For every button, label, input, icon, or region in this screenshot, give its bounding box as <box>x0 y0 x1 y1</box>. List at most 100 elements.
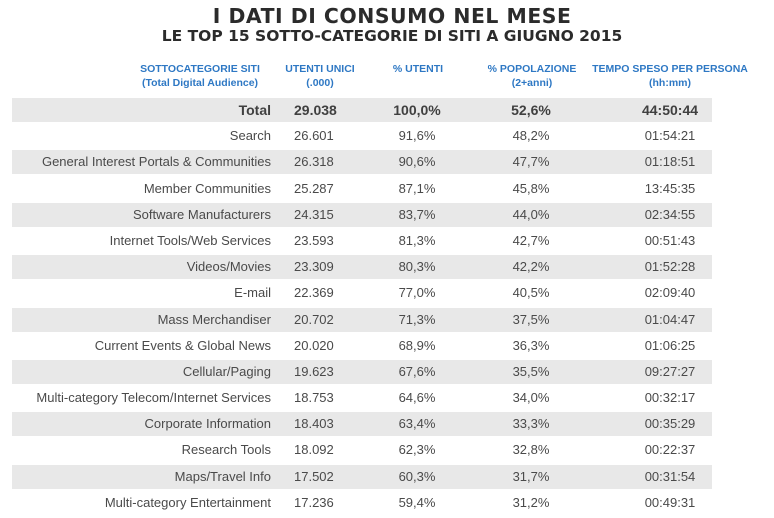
header-pct-population-line2: (2+anni) <box>511 77 553 89</box>
page-subtitle: LE TOP 15 SOTTO-CATEGORIE DI SITI A GIUG… <box>161 27 623 45</box>
row-band <box>12 359 712 384</box>
cell-pct-population: 45,8% <box>512 180 550 196</box>
cell-unique-users: 26.318 <box>294 154 334 170</box>
cell-pct-population: 31,2% <box>512 494 550 510</box>
cell-unique-users: 22.369 <box>294 285 334 301</box>
table-row: General Interest Portals & Communities 2… <box>0 149 774 175</box>
header-category-line2: (Total Digital Audience) <box>141 77 259 89</box>
cell-category: Multi-category Entertainment <box>104 494 271 510</box>
table-row: Internet Tools/Web Services 23.593 81,3%… <box>0 228 774 254</box>
cell-category: Search <box>229 128 271 144</box>
cell-time: 00:22:37 <box>644 442 696 458</box>
cell-time: 02:09:40 <box>644 285 696 301</box>
cell-category: E-mail <box>234 285 271 301</box>
cell-pct-users: 83,7% <box>398 206 436 222</box>
table-row: Corporate Information 18.403 63,4% 33,3%… <box>0 411 774 437</box>
table-row: Videos/Movies 23.309 80,3% 42,2% 01:52:2… <box>0 254 774 280</box>
cell-time: 01:04:47 <box>644 311 696 327</box>
page-title: I DATI DI CONSUMO NEL MESE <box>212 4 572 28</box>
title-block: I DATI DI CONSUMO NEL MESE LE TOP 15 SOT… <box>0 4 774 46</box>
cell-unique-users: 17.236 <box>294 494 334 510</box>
cell-pct-users: 81,3% <box>398 232 436 248</box>
header-unique-users: UTENTI UNICI (.000) <box>278 62 362 90</box>
cell-category: Member Communities <box>143 180 271 196</box>
table-row: Cellular/Paging 19.623 67,6% 35,5% 09:27… <box>0 359 774 385</box>
cell-time: 01:18:51 <box>644 154 696 170</box>
cell-time: 44:50:44 <box>641 102 699 118</box>
cell-time: 00:32:17 <box>644 390 696 406</box>
cell-unique-users: 18.403 <box>294 416 334 432</box>
header-time-per-person: TEMPO SPESO PER PERSONA (hh:mm) <box>584 62 756 90</box>
cell-unique-users: 20.020 <box>294 337 334 353</box>
cell-category: Multi-category Telecom/Internet Services <box>36 390 271 406</box>
cell-unique-users: 25.287 <box>294 180 334 196</box>
row-band <box>12 150 712 175</box>
cell-unique-users: 29.038 <box>294 102 337 118</box>
cell-category: Cellular/Paging <box>182 363 271 379</box>
table-row: Maps/Travel Info 17.502 60,3% 31,7% 00:3… <box>0 464 774 490</box>
header-unique-users-line2: (.000) <box>306 77 334 89</box>
table-row: Mass Merchandiser 20.702 71,3% 37,5% 01:… <box>0 307 774 333</box>
cell-pct-population: 44,0% <box>512 206 550 222</box>
cell-pct-population: 33,3% <box>512 416 550 432</box>
header-pct-population: % POPOLAZIONE (2+anni) <box>478 62 586 90</box>
cell-pct-users: 80,3% <box>398 259 436 275</box>
row-band <box>12 255 712 280</box>
cell-pct-population: 31,7% <box>512 468 550 484</box>
row-band <box>12 412 712 437</box>
cell-pct-population: 32,8% <box>512 442 550 458</box>
cell-category: Current Events & Global News <box>94 337 271 353</box>
cell-category: Videos/Movies <box>186 259 271 275</box>
cell-pct-population: 40,5% <box>512 285 550 301</box>
cell-category: Internet Tools/Web Services <box>109 232 271 248</box>
cell-unique-users: 18.753 <box>294 390 334 406</box>
table-row: Member Communities 25.287 87,1% 45,8% 13… <box>0 176 774 202</box>
cell-pct-users: 67,6% <box>398 363 436 379</box>
cell-time: 00:31:54 <box>644 468 696 484</box>
table-row: Multi-category Telecom/Internet Services… <box>0 385 774 411</box>
cell-pct-population: 47,7% <box>512 154 550 170</box>
cell-pct-population: 34,0% <box>512 390 550 406</box>
row-band <box>12 307 712 332</box>
cell-unique-users: 20.702 <box>294 311 334 327</box>
data-table: Total 29.038 100,0% 52,6% 44:50:44 Searc… <box>0 97 774 516</box>
cell-pct-population: 36,3% <box>512 337 550 353</box>
row-band <box>12 464 712 489</box>
header-pct-users: % UTENTI <box>378 62 458 76</box>
cell-pct-users: 71,3% <box>398 311 436 327</box>
table-row-total: Total 29.038 100,0% 52,6% 44:50:44 <box>0 97 774 123</box>
cell-pct-population: 35,5% <box>512 363 550 379</box>
cell-category: Software Manufacturers <box>132 206 271 222</box>
header-time-per-person-line2: (hh:mm) <box>649 77 691 89</box>
cell-category: Total <box>238 102 271 118</box>
cell-pct-population: 52,6% <box>511 102 551 118</box>
cell-unique-users: 24.315 <box>294 206 334 222</box>
cell-pct-users: 64,6% <box>398 390 436 406</box>
cell-unique-users: 17.502 <box>294 468 334 484</box>
cell-pct-population: 48,2% <box>512 128 550 144</box>
cell-unique-users: 18.092 <box>294 442 334 458</box>
cell-category: Maps/Travel Info <box>174 468 271 484</box>
cell-category: Research Tools <box>181 442 271 458</box>
cell-time: 00:35:29 <box>644 416 696 432</box>
cell-pct-users: 68,9% <box>398 337 436 353</box>
cell-time: 02:34:55 <box>644 206 696 222</box>
cell-pct-users: 60,3% <box>398 468 436 484</box>
table-row: Research Tools 18.092 62,3% 32,8% 00:22:… <box>0 437 774 463</box>
cell-time: 13:45:35 <box>644 180 696 196</box>
table-row: Search 26.601 91,6% 48,2% 01:54:21 <box>0 123 774 149</box>
table-row: Software Manufacturers 24.315 83,7% 44,0… <box>0 202 774 228</box>
row-band <box>12 98 712 122</box>
cell-time: 01:52:28 <box>644 259 696 275</box>
cell-pct-users: 62,3% <box>398 442 436 458</box>
cell-unique-users: 26.601 <box>294 128 334 144</box>
cell-unique-users: 23.593 <box>294 232 334 248</box>
table-row: E-mail 22.369 77,0% 40,5% 02:09:40 <box>0 280 774 306</box>
cell-pct-users: 59,4% <box>398 494 436 510</box>
header-time-per-person-line1: TEMPO SPESO PER PERSONA <box>592 63 748 75</box>
cell-pct-users: 77,0% <box>398 285 436 301</box>
table-row: Multi-category Entertainment 17.236 59,4… <box>0 490 774 516</box>
cell-pct-users: 87,1% <box>398 180 436 196</box>
header-category-line1: SOTTOCATEGORIE SITI <box>140 63 260 75</box>
